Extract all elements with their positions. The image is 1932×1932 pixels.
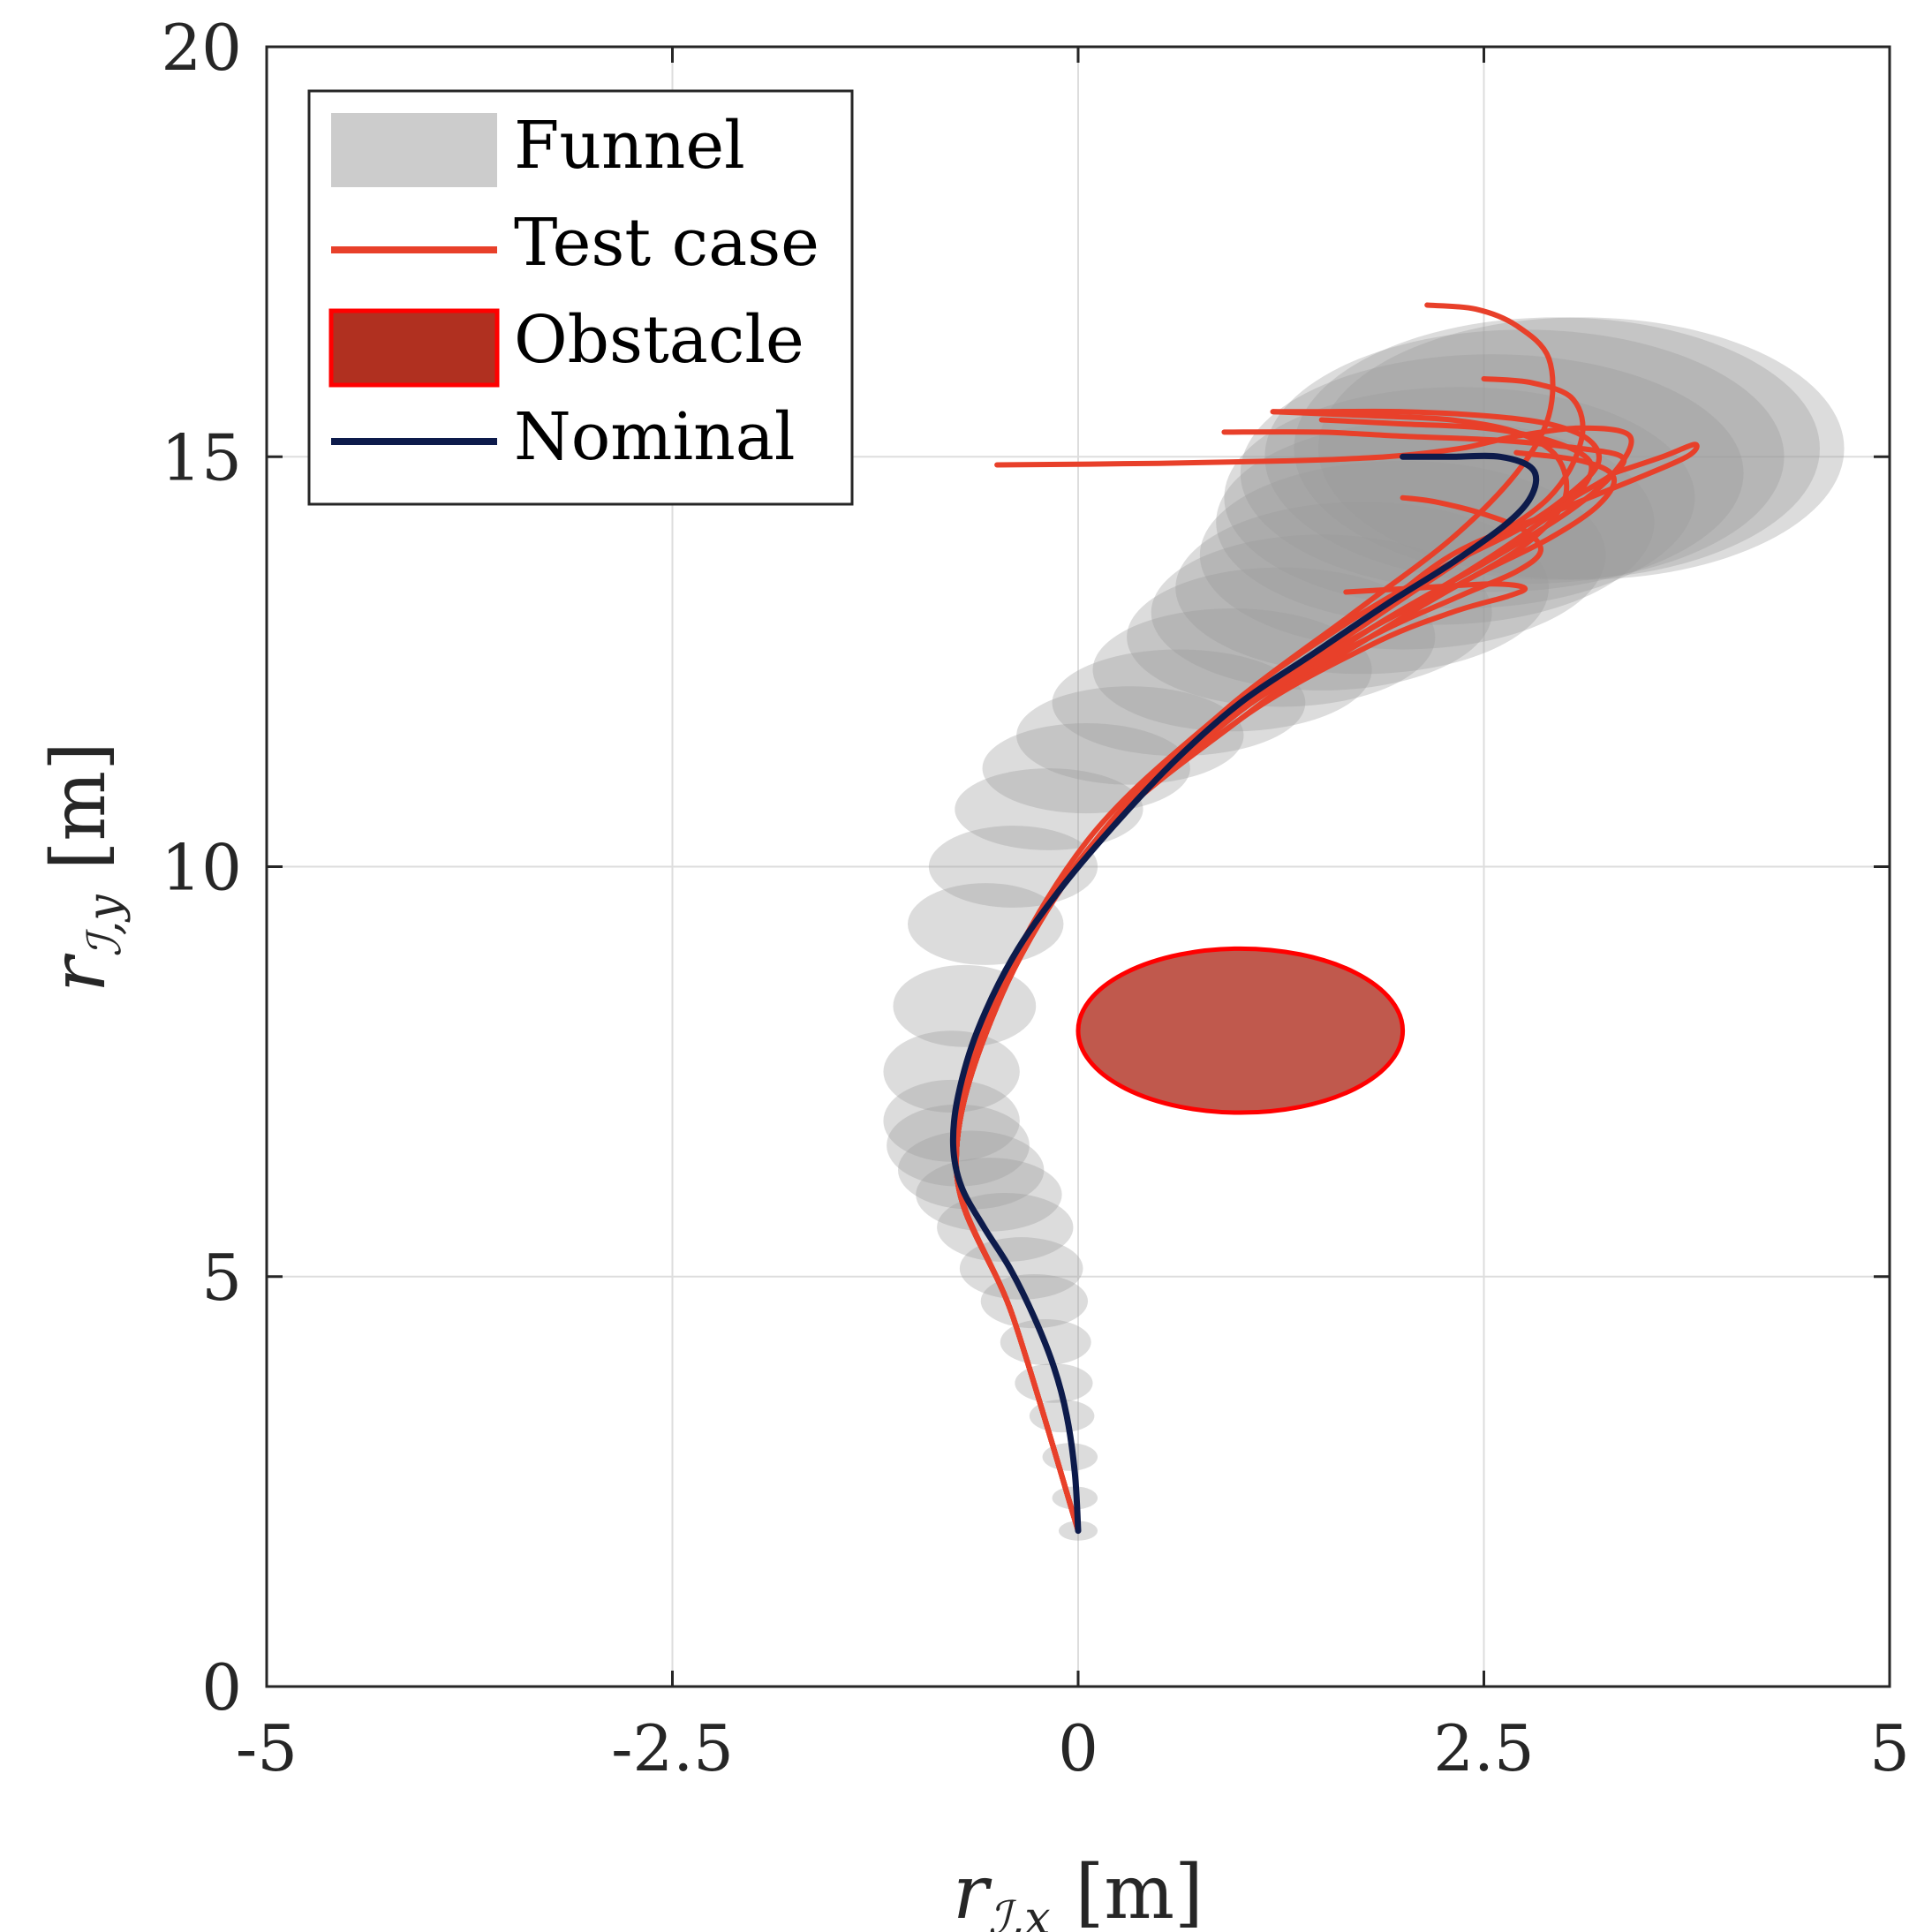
y-tick-labels: 0 5 10 15 20 bbox=[161, 11, 242, 1724]
funnel-ellipse bbox=[883, 1030, 1020, 1113]
x-tick-label-4: 5 bbox=[1869, 1711, 1910, 1785]
funnel-ellipse bbox=[916, 1158, 1062, 1232]
funnel-ellipse bbox=[1052, 649, 1306, 757]
legend-label-test-case: Test case bbox=[514, 205, 819, 281]
funnel-ellipse bbox=[1264, 329, 1785, 585]
funnel-ellipse bbox=[1127, 567, 1436, 707]
funnel-ellipse bbox=[1199, 460, 1606, 650]
y-tick-label-3: 15 bbox=[161, 420, 242, 494]
y-axis-label: rℐ,y[m] bbox=[35, 742, 132, 992]
x-tick-label-0: -5 bbox=[236, 1711, 298, 1785]
legend-label-nominal: Nominal bbox=[514, 399, 796, 475]
y-tick-label-2: 10 bbox=[161, 831, 242, 905]
obstacle-layer bbox=[1075, 946, 1406, 1115]
legend-label-funnel: Funnel bbox=[514, 108, 745, 184]
funnel-ellipses bbox=[883, 317, 1845, 1541]
funnel-ellipse bbox=[1175, 502, 1550, 675]
legend-swatch-funnel bbox=[331, 113, 497, 187]
x-tick-label-2: 0 bbox=[1058, 1711, 1098, 1785]
funnel-ellipse bbox=[893, 964, 1037, 1047]
axis-ticks bbox=[265, 45, 1891, 1688]
funnel-ellipse bbox=[1294, 317, 1820, 580]
y-tick-label-0: 0 bbox=[201, 1650, 242, 1724]
x-tick-labels: -5 -2.5 0 2.5 5 bbox=[236, 1711, 1910, 1785]
x-tick-label-1: -2.5 bbox=[611, 1711, 734, 1785]
legend-label-obstacle: Obstacle bbox=[514, 302, 804, 378]
legend: Funnel Test case Obstacle Nominal bbox=[307, 89, 854, 506]
funnel-ellipse bbox=[1216, 419, 1655, 625]
x-axis-label: rℐ,x [m] bbox=[953, 1849, 1204, 1932]
y-tick-label-1: 5 bbox=[201, 1241, 242, 1315]
funnel-ellipse bbox=[1224, 387, 1695, 609]
nominal-trajectory-line bbox=[949, 452, 1540, 1535]
funnel-ellipse bbox=[897, 1130, 1045, 1210]
funnel-ellipse bbox=[959, 1237, 1083, 1300]
legend-swatch-obstacle bbox=[328, 308, 500, 388]
funnel-ellipse bbox=[1092, 608, 1372, 732]
obstacle-ellipse bbox=[1075, 946, 1406, 1115]
funnel-ellipse bbox=[980, 1273, 1089, 1329]
y-tick-label-4: 20 bbox=[161, 11, 242, 85]
x-tick-label-3: 2.5 bbox=[1433, 1711, 1535, 1785]
nominal-trajectory-layer bbox=[949, 452, 1540, 1535]
